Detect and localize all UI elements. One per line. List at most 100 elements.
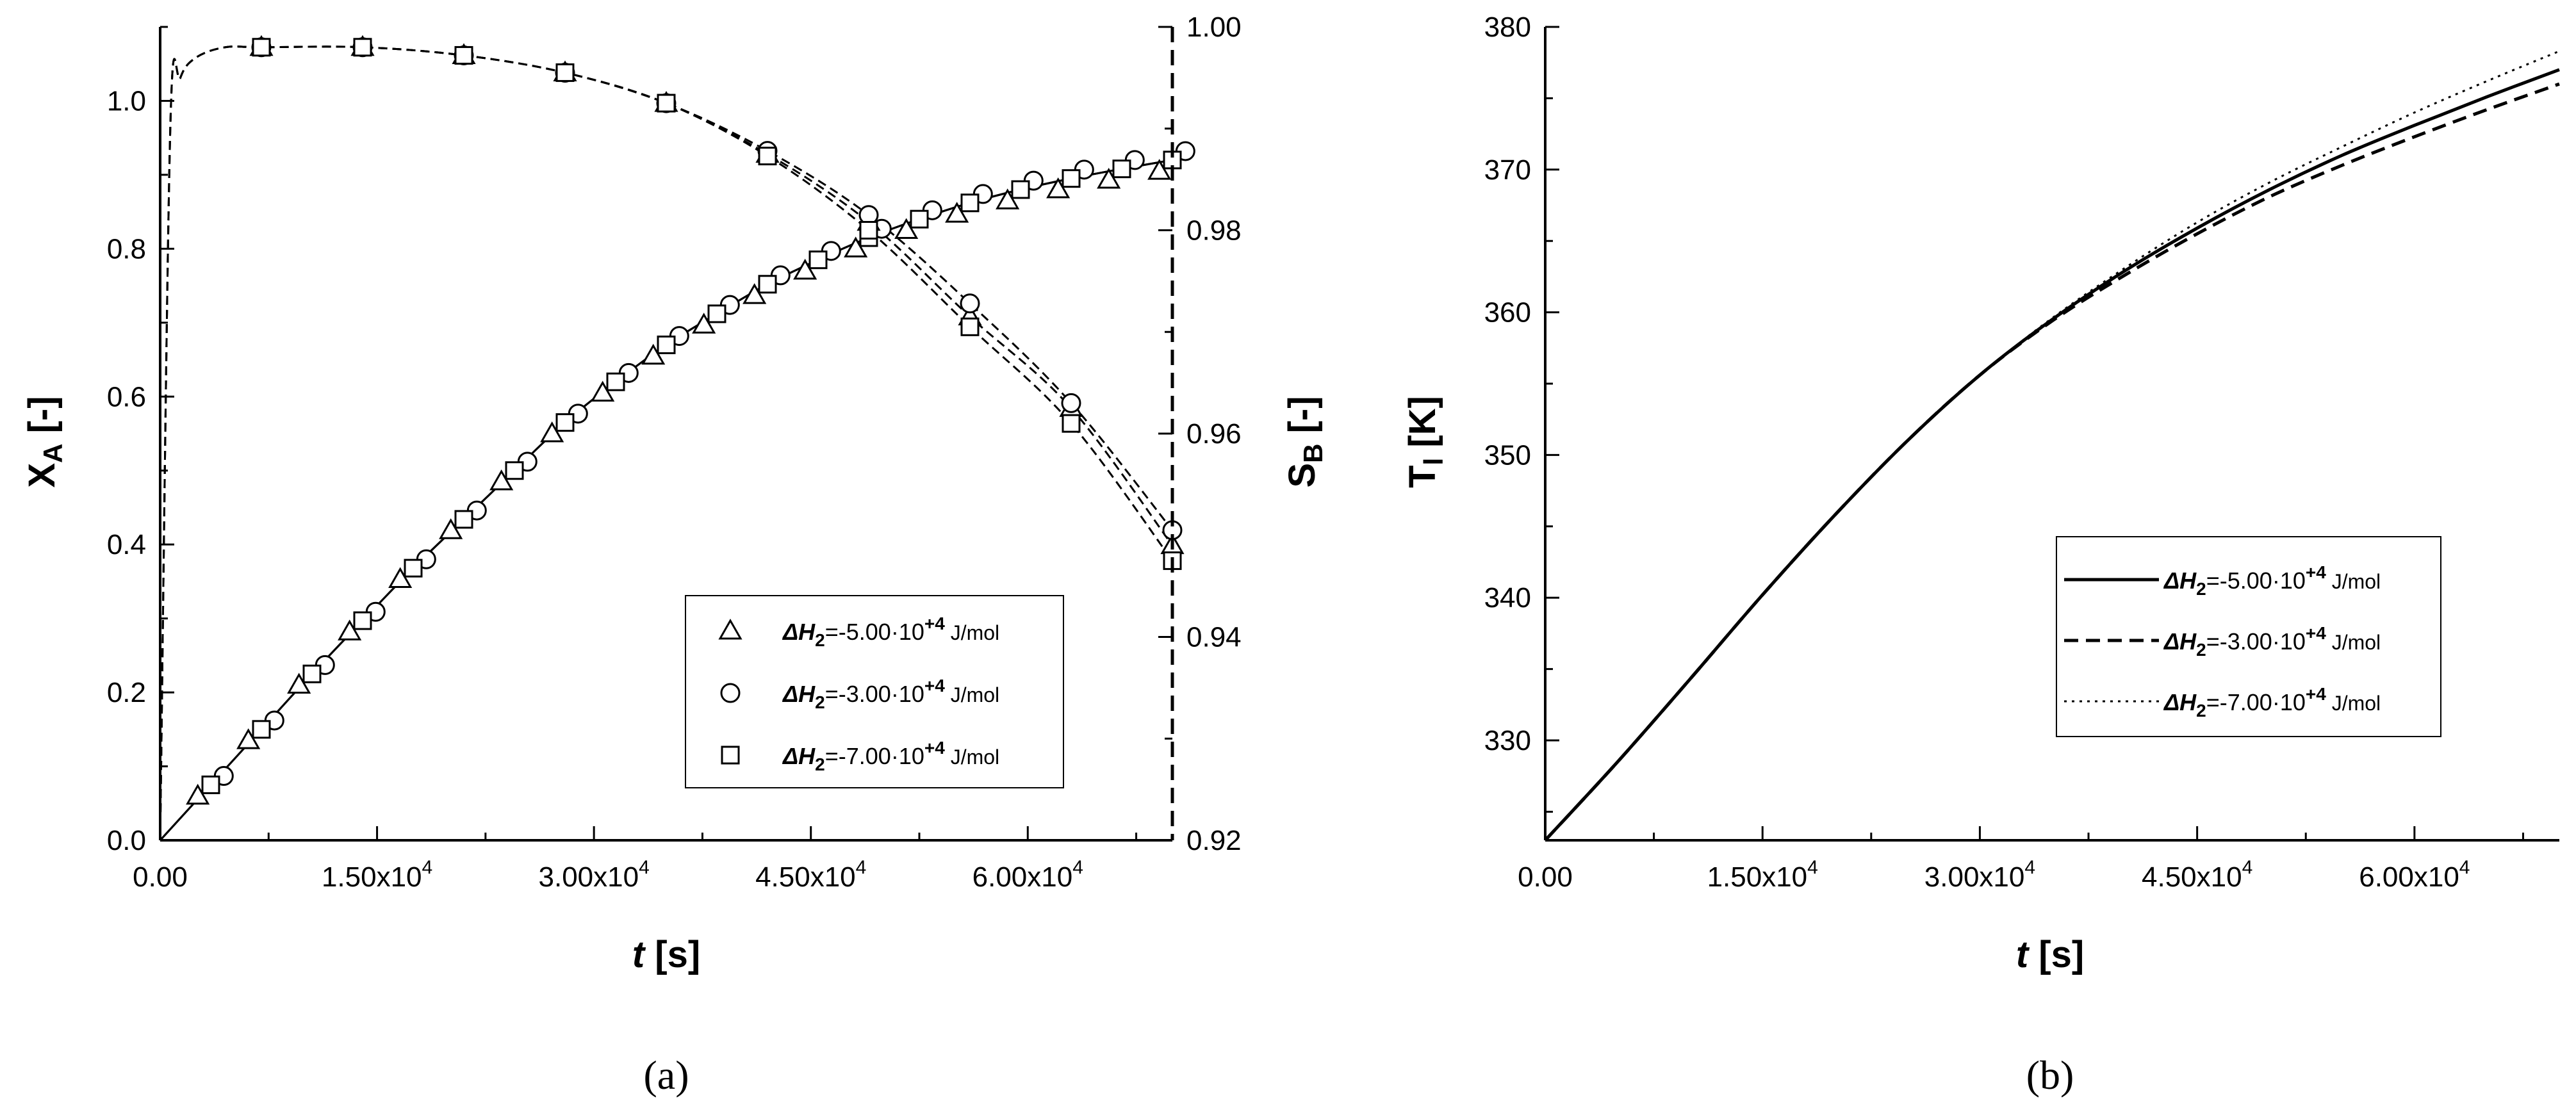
panel-a-legend-label: ΔH2=-5.00·10+4 J/mol bbox=[782, 614, 999, 650]
panel-b-y-tick-label: 370 bbox=[1484, 154, 1531, 186]
panel-a-conversion-marker bbox=[707, 304, 726, 323]
panel-b-lines bbox=[1544, 50, 2560, 842]
panel-a-conversion-marker bbox=[657, 335, 676, 354]
panel-a-y-tick-label: 0.0 bbox=[107, 825, 146, 856]
panel-a-selectivity-marker bbox=[960, 293, 980, 314]
panel-a-conversion-marker bbox=[489, 469, 514, 491]
panel-b-chart: 0.00 1.50x104 3.00x104 4.50x104 6.00x104 330 3… bbox=[1402, 12, 2560, 1098]
panel-a-conversion-marker bbox=[353, 611, 372, 630]
panel-a-x-tick-label: 3.00x104 bbox=[539, 857, 650, 893]
panel-a-selectivity-marker bbox=[758, 147, 777, 166]
panel-a-conversion-marker bbox=[1112, 159, 1131, 179]
panel-a-legend-box bbox=[685, 595, 1064, 788]
panel-a-selectivity-marker bbox=[353, 38, 372, 57]
panel-a-x-tick-label: 6.00x104 bbox=[972, 857, 1083, 893]
panel-a-conversion-marker bbox=[404, 558, 423, 578]
panel-a-conversion-marker bbox=[742, 283, 767, 304]
panel-b-legend: ΔH2=-5.00·10+4 J/mol ΔH2=-3.00·10+4 J/mol… bbox=[2056, 536, 2441, 737]
panel-a-selectivity-marker bbox=[555, 63, 575, 82]
panel-a-conversion-marker bbox=[1011, 180, 1030, 199]
panel-b-y-tick-label: 380 bbox=[1484, 12, 1531, 43]
panel-b-y-tick-label: 360 bbox=[1484, 297, 1531, 329]
panel-a-right-tick-label: 1.00 bbox=[1186, 12, 1242, 43]
panel-a-conversion-marker bbox=[439, 518, 463, 539]
panel-a-selectivity-marker bbox=[1061, 393, 1081, 413]
panel-a-right-tick-label: 0.94 bbox=[1186, 622, 1242, 653]
panel-b-y-tick-label: 350 bbox=[1484, 439, 1531, 471]
panel-a-right-tick-label: 0.96 bbox=[1186, 418, 1242, 450]
panel-b-x-tick-label: 6.00x104 bbox=[2359, 857, 2470, 893]
panel-a-conversion-marker bbox=[454, 510, 473, 529]
panel-b-y-tick-label: 340 bbox=[1484, 582, 1531, 614]
panel-a-y-tick-label: 0.8 bbox=[107, 233, 146, 265]
panel-b-x-tick-label: 1.50x104 bbox=[1707, 857, 1818, 893]
panel-b-x-tick-label: 4.50x104 bbox=[2142, 857, 2252, 893]
panel-a-right-tick-label: 0.98 bbox=[1186, 215, 1242, 247]
panel-a-legend-marker bbox=[721, 745, 740, 765]
panel-a-conversion-marker bbox=[302, 664, 322, 683]
panel-a-selectivity-marker bbox=[454, 45, 473, 65]
panel-a-selectivity-marker bbox=[1062, 414, 1081, 433]
panel-b-series-line bbox=[1544, 82, 2560, 842]
panel-b-legend-label: ΔH2=-3.00·10+4 J/mol bbox=[2163, 623, 2381, 660]
panel-b-legend-label: ΔH2=-5.00·10+4 J/mol bbox=[2163, 562, 2381, 599]
panel-a-conversion-marker bbox=[1046, 177, 1071, 199]
panel-a-label: (a) bbox=[643, 1052, 689, 1098]
panel-a-conversion-marker bbox=[252, 720, 271, 739]
panel-a-x-tick-label: 4.50x104 bbox=[755, 857, 866, 893]
panel-b-xlabel: t [s] bbox=[2016, 934, 2084, 975]
panel-a-x-tick-label: 1.50x104 bbox=[322, 857, 432, 893]
panel-a-conversion-marker bbox=[338, 619, 362, 640]
panel-b-legend-box bbox=[2056, 536, 2441, 737]
panel-b-legend-label: ΔH2=-7.00·10+4 J/mol bbox=[2163, 684, 2381, 721]
panel-a-conversion-marker bbox=[793, 258, 817, 280]
panel-a-legend-marker bbox=[718, 618, 742, 640]
panel-a-y-tick-label: 1.0 bbox=[107, 85, 146, 117]
panel-b-ticks: 0.00 1.50x104 3.00x104 4.50x104 6.00x104 330 3… bbox=[1484, 12, 2524, 893]
panel-a-legend-label: ΔH2=-3.00·10+4 J/mol bbox=[782, 676, 999, 712]
panel-a-conversion-marker bbox=[758, 275, 777, 294]
panel-a-conversion-marker bbox=[910, 209, 929, 229]
panel-b-ylabel: Tl [K] bbox=[1402, 396, 1448, 488]
panel-a-conversion-marker bbox=[808, 250, 828, 270]
panel-a-conversion-marker bbox=[692, 313, 716, 334]
panel-a-conversion-marker bbox=[606, 372, 625, 391]
panel-a-conversion-marker bbox=[996, 188, 1020, 209]
panel-a-conversion-marker bbox=[186, 783, 210, 805]
panel-b-x-tick-label: 3.00x104 bbox=[1924, 857, 2035, 893]
panel-a-conversion-marker bbox=[960, 193, 980, 213]
panel-a-conversion-marker bbox=[505, 461, 524, 480]
panel-a-legend: ΔH2=-5.00·10+4 J/mol ΔH2=-3.00·10+4 J/mol… bbox=[685, 595, 1064, 788]
panel-b-label: (b) bbox=[2026, 1052, 2074, 1098]
panel-a-conversion-marker bbox=[1062, 169, 1081, 188]
panel-a-conversion-marker bbox=[844, 236, 868, 257]
panel-a-legend-label: ΔH2=-7.00·10+4 J/mol bbox=[782, 738, 999, 774]
panel-a-markers bbox=[186, 35, 1195, 805]
panel-a-conversion-marker bbox=[1097, 167, 1121, 189]
panel-a-conversion-marker bbox=[555, 413, 575, 432]
panel-a-legend-marker bbox=[720, 683, 741, 703]
panel-a-conversion-marker bbox=[287, 672, 311, 694]
panel-a-ticks: 0.00 1.50x104 3.00x104 4.50x104 6.00x104 0.0 0… bbox=[107, 12, 1242, 893]
panel-a-conversion-marker bbox=[945, 202, 969, 223]
panel-a-conversion-marker bbox=[894, 218, 919, 239]
panel-a-xlabel: t [s] bbox=[632, 934, 700, 975]
panel-a-conversion-marker bbox=[641, 343, 666, 365]
panel-a-selectivity-marker bbox=[859, 221, 878, 240]
panel-a-y-tick-label: 0.4 bbox=[107, 529, 146, 560]
panel-a-y-tick-label: 0.6 bbox=[107, 381, 146, 412]
panel-b-y-tick-label: 330 bbox=[1484, 725, 1531, 756]
panel-a-conversion-marker bbox=[236, 728, 261, 749]
panel-a-conversion-marker bbox=[591, 380, 615, 402]
panel-a-conversion-marker bbox=[388, 567, 413, 588]
panel-a-chart: 0.00 1.50x104 3.00x104 4.50x104 6.00x104 0.0 0… bbox=[21, 12, 1328, 1098]
panel-a-right-tick-label: 0.92 bbox=[1186, 825, 1242, 856]
panel-a-selectivity-marker bbox=[252, 38, 271, 57]
panel-a-conversion-marker bbox=[540, 421, 564, 443]
panel-a-x-tick-label: 0.00 bbox=[133, 861, 188, 893]
panel-a-selectivity-marker bbox=[960, 317, 980, 336]
panel-a-y-tick-label: 0.2 bbox=[107, 677, 146, 708]
panel-a-conversion-marker bbox=[201, 775, 220, 794]
panel-a-selectivity-marker bbox=[657, 94, 676, 113]
